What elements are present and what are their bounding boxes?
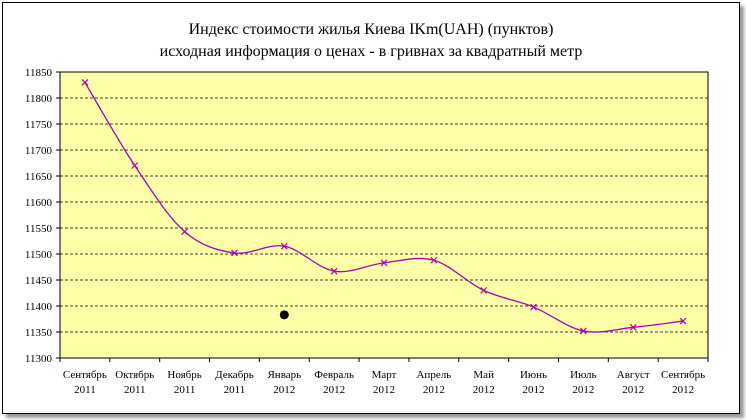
data-point-marker xyxy=(380,259,388,267)
chart-title-line-1: Индекс стоимости жилья Киева IKm(UAH) (п… xyxy=(188,21,554,38)
data-point-marker xyxy=(81,78,89,86)
y-tick-label: 11700 xyxy=(25,145,53,157)
data-point-marker xyxy=(629,323,637,331)
data-point-marker xyxy=(330,267,338,275)
data-point-marker xyxy=(131,162,139,170)
x-tick-label-month: Сентябрь xyxy=(661,369,705,381)
y-tick-label: 11650 xyxy=(25,171,53,183)
y-tick-label: 11750 xyxy=(25,119,53,131)
x-tick-label-year: 2012 xyxy=(373,384,395,396)
y-tick-label: 11500 xyxy=(25,249,53,261)
x-tick-label-month: Июль xyxy=(570,369,596,381)
data-point-marker xyxy=(679,317,687,325)
x-tick-label-year: 2012 xyxy=(323,384,345,396)
x-tick-label-year: 2012 xyxy=(622,384,644,396)
y-tick-label: 11300 xyxy=(25,353,53,365)
y-tick-label: 11350 xyxy=(25,327,53,339)
y-tick-label: 11400 xyxy=(25,301,53,313)
data-point-marker xyxy=(480,286,488,294)
chart-title: Индекс стоимости жилья Киева IKm(UAH) (п… xyxy=(3,19,739,63)
x-tick-label-year: 2012 xyxy=(672,384,694,396)
y-tick-label: 11550 xyxy=(25,223,53,235)
y-tick-label: 11850 xyxy=(25,67,53,79)
chart-title-line-2: исходная информация о ценах - в гривнах … xyxy=(159,43,583,60)
x-tick-label-month: Декабрь xyxy=(215,369,254,381)
x-tick-label-year: 2011 xyxy=(74,384,96,396)
x-tick-label-month: Ноябрь xyxy=(167,369,201,381)
y-tick-label: 11600 xyxy=(25,197,53,209)
x-tick-label-month: Июнь xyxy=(520,369,547,381)
data-point-marker xyxy=(181,228,189,236)
x-tick-label-month: Март xyxy=(372,369,397,381)
x-tick-label-year: 2012 xyxy=(523,384,545,396)
data-point-marker xyxy=(530,303,537,311)
x-tick-label-year: 2012 xyxy=(273,384,295,396)
x-tick-label-month: Август xyxy=(617,369,650,381)
x-tick-label-year: 2012 xyxy=(473,384,495,396)
x-tick-label-year: 2011 xyxy=(224,384,246,396)
data-point-marker xyxy=(231,249,238,257)
data-point-marker xyxy=(430,256,438,264)
x-tick-label-month: Январь xyxy=(267,369,301,381)
data-point-marker xyxy=(280,242,288,250)
x-tick-label-month: Сентябрь xyxy=(63,369,107,381)
x-tick-label-month: Февраль xyxy=(314,369,354,381)
x-tick-label-year: 2011 xyxy=(174,384,196,396)
y-tick-label: 11800 xyxy=(25,93,53,105)
x-tick-label-year: 2012 xyxy=(423,384,445,396)
y-tick-label: 11450 xyxy=(25,275,53,287)
x-tick-label-month: Апрель xyxy=(416,369,451,381)
highlight-dot xyxy=(279,310,289,320)
x-tick-label-year: 2011 xyxy=(124,384,146,396)
x-tick-label-year: 2012 xyxy=(572,384,594,396)
x-tick-label-month: Май xyxy=(473,369,494,381)
x-tick-label-month: Октябрь xyxy=(115,369,154,381)
plot-area xyxy=(59,71,709,359)
data-point-marker xyxy=(579,327,587,335)
